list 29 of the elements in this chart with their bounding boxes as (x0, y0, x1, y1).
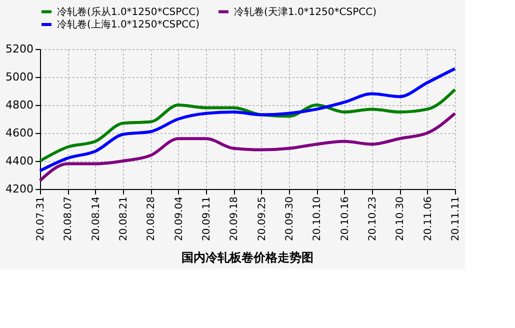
x-tick-label: 20.08.07 (63, 196, 74, 242)
y-tick-label: 5000 (6, 70, 34, 84)
x-tick-label: 20.10.10 (312, 196, 324, 242)
x-tick-label: 20.08.21 (118, 196, 130, 242)
x-tick-label: 20.07.31 (36, 196, 46, 242)
legend-label: 冷轧卷(上海1.0*1250*CSPCC) (57, 18, 200, 30)
line-series (38, 88, 456, 162)
x-tick-label: 20.09.25 (256, 196, 268, 242)
line-series (38, 112, 456, 182)
legend-label: 冷轧卷(乐从1.0*1250*CSPCC) (57, 6, 200, 18)
y-tick-label: 4200 (6, 182, 34, 196)
x-tick-label: 20.08.28 (146, 196, 158, 242)
y-tick-label: 4800 (6, 98, 34, 112)
y-tick-label: 4400 (6, 154, 34, 168)
x-tick-label: 20.09.18 (229, 196, 240, 242)
x-tick-label: 20.09.04 (174, 196, 185, 242)
x-tick-label: 20.10.16 (340, 196, 351, 242)
x-tick-label: 20.09.11 (202, 196, 212, 242)
x-tick-label: 20.09.30 (284, 196, 296, 242)
y-tick-label: 4600 (6, 126, 34, 140)
x-tick-label: 20.08.14 (90, 196, 102, 242)
x-tick-label: 20.11.06 (422, 196, 434, 242)
line-series (38, 67, 456, 172)
legend-label: 冷轧卷(天津1.0*1250*CSPCC) (234, 6, 377, 18)
text: 国内冷轧板卷价格走势图 (182, 250, 314, 265)
x-tick-label: 20.11.11 (450, 196, 462, 242)
y-tick-label: 5200 (6, 42, 34, 56)
x-tick-label: 20.10.30 (395, 196, 406, 242)
x-tick-label: 20.10.23 (368, 196, 378, 242)
